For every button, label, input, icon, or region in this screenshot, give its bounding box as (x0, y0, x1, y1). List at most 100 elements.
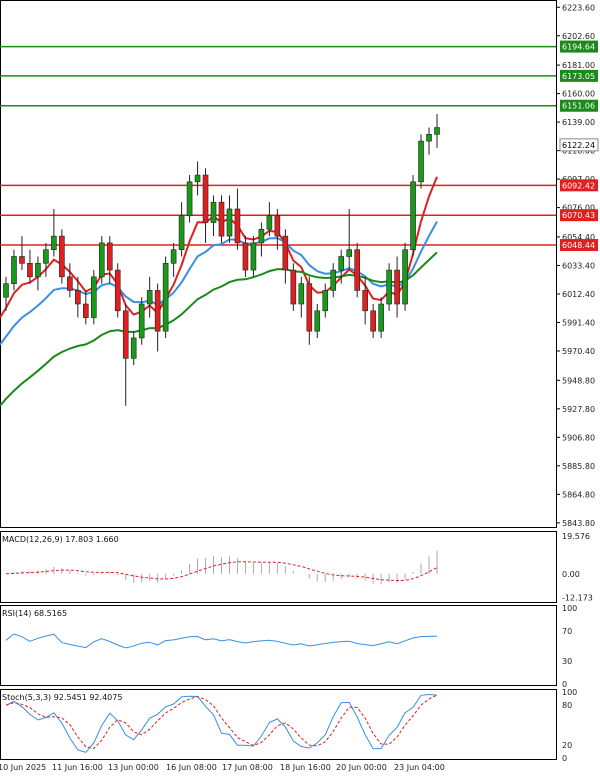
bear-candle (394, 269, 400, 305)
bear-candle (354, 249, 360, 291)
bear-candle (202, 174, 209, 223)
time-tick-label: 10 Jun 2025 (0, 763, 46, 772)
price-tick-label: 5885.80 (562, 462, 595, 471)
bull-candle (266, 215, 273, 230)
price-tick-label: 5864.80 (562, 490, 595, 499)
price-tick-label: 6033.40 (562, 261, 595, 270)
macd-panel (0, 531, 557, 603)
macd-tick-label: 19.576 (562, 532, 590, 541)
stoch-d-line (5, 694, 438, 749)
bull-candle (322, 290, 329, 312)
support-level-label: 6048.44 (562, 241, 595, 250)
bull-candle (90, 276, 97, 318)
macd-signal-line (5, 561, 438, 582)
bear-candle (106, 242, 113, 271)
rsi-label: RSI(14) 68.5165 (2, 609, 67, 618)
bull-candle (298, 283, 305, 305)
support-level-tag (560, 209, 598, 222)
bear-candle (114, 269, 121, 312)
bull-candle (402, 249, 408, 305)
resistance-level-tag (560, 40, 598, 53)
price-tick-label: 6012.40 (562, 290, 595, 299)
bull-candle (186, 181, 193, 217)
bull-candle (258, 229, 265, 244)
candlesticks (3, 113, 440, 406)
bear-candle (290, 269, 297, 305)
bear-candle (122, 310, 129, 359)
price-tick-label: 6160.00 (562, 90, 595, 99)
bear-candle (306, 283, 313, 332)
price-tick-label: 6181.00 (562, 61, 595, 70)
bear-candle (75, 290, 81, 305)
rsi-indicator: 100 70 30 0 (5, 604, 577, 689)
bull-candle (386, 269, 392, 305)
bull-candle (194, 174, 201, 183)
price-panel (0, 0, 557, 528)
price-tick-label: 5927.80 (562, 405, 595, 414)
stoch-tick-label: 0 (562, 754, 567, 763)
price-tick-label: 6202.60 (562, 32, 595, 41)
bull-candle (314, 310, 321, 332)
bull-candle (250, 242, 257, 271)
stoch-tick-label: 20 (562, 741, 572, 750)
bull-candle (418, 140, 424, 183)
current-price-tag (559, 138, 599, 152)
bull-candle (338, 256, 345, 271)
bull-candle (170, 249, 177, 264)
current-price-marker: 6122.24 (559, 138, 599, 152)
macd-label: MACD(12,26,9) 17.803 1.660 (2, 535, 119, 544)
bull-candle (146, 290, 153, 305)
bull-candle (138, 303, 145, 339)
time-tick-label: 17 Jun 08:00 (222, 763, 273, 772)
rsi-tick-label: 100 (562, 604, 577, 613)
bull-candle (51, 235, 57, 251)
time-tick-label: 13 Jun 00:00 (108, 763, 159, 772)
bear-candle (154, 290, 161, 332)
price-tick-label: 5970.40 (562, 347, 595, 356)
price-tick-label: 5906.80 (562, 433, 595, 442)
support-level-tag (560, 179, 598, 192)
time-tick-label: 20 Jun 00:00 (336, 763, 387, 772)
support-level-label: 6070.43 (562, 211, 595, 220)
rsi-line (5, 633, 438, 649)
bear-candle (362, 290, 368, 312)
bull-candle (178, 215, 185, 251)
macd-tick-label: 0.00 (562, 570, 580, 579)
bull-candle (35, 262, 41, 278)
resistance-level-label: 6151.06 (562, 102, 595, 111)
price-axis: 6223.606202.606181.006160.006139.006118.… (556, 3, 595, 528)
bull-candle (434, 127, 440, 135)
bear-candle (282, 235, 289, 271)
bear-candle (59, 235, 65, 278)
current-price-label: 6122.24 (562, 141, 595, 150)
price-tick-label: 6223.60 (562, 3, 595, 12)
stoch-k-line (5, 693, 438, 753)
ma-line (0, 251, 438, 407)
time-tick-label: 18 Jun 16:00 (280, 763, 331, 772)
price-tick-label: 5843.80 (562, 519, 595, 528)
stoch-tick-label: 80 (562, 701, 572, 710)
time-tick-label: 23 Jun 04:00 (394, 763, 445, 772)
price-tick-label: 6054.40 (562, 233, 595, 242)
support-level-tag (560, 239, 598, 252)
bear-candle (218, 201, 225, 237)
bull-candle (98, 242, 105, 278)
bull-candle (11, 256, 17, 284)
bull-candle (3, 283, 9, 298)
bull-candle (346, 249, 353, 257)
price-tick-label: 6139.00 (562, 118, 595, 127)
stoch-tick-label: 100 (562, 688, 577, 697)
bear-candle (27, 262, 33, 278)
price-levels: 6194.64 6173.05 6151.06 6092.42 6070.43 6048.… (0, 40, 598, 252)
bull-candle (43, 249, 49, 264)
resistance-level-tag (560, 69, 598, 82)
bull-candle (410, 181, 416, 251)
rsi-tick-label: 0 (562, 680, 567, 689)
resistance-level-label: 6173.05 (562, 72, 595, 81)
ma-line (0, 176, 438, 319)
stoch-label: Stoch(5,3,3) 92.5451 92.4075 (2, 693, 122, 702)
time-axis: 10 Jun 2025 11 Jun 16:00 13 Jun 00:00 16 Ju… (0, 763, 445, 772)
bull-candle (130, 337, 137, 359)
macd-indicator: 19.576 0.00 -12.173 (5, 532, 593, 602)
